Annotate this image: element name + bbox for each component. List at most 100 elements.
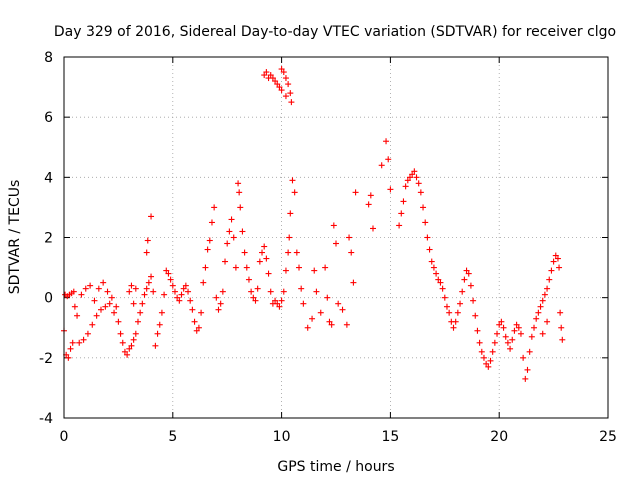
data-point [204,246,211,253]
data-point [154,330,161,337]
data-point [191,318,198,325]
data-point [343,321,350,328]
data-point [335,300,342,307]
data-point [280,69,287,76]
data-point [367,192,374,199]
data-point [278,87,285,94]
data-point [304,324,311,331]
data-point [420,204,427,211]
grid [64,57,608,418]
x-tick-label: 10 [273,429,291,445]
data-point [222,258,229,265]
data-point [346,234,353,241]
data-point [474,327,481,334]
y-axis-title: SDTVAR / TECUs [7,180,23,295]
data-point [300,300,307,307]
data-point [211,204,218,211]
data-point [526,348,533,355]
data-point [213,294,220,301]
data-point [520,354,527,361]
data-point [417,189,424,196]
data-point [317,309,324,316]
data-point [193,327,200,334]
y-tick-label: 0 [44,291,53,307]
data-point [528,333,535,340]
data-point [161,291,168,298]
data-point [531,324,538,331]
data-point [152,342,159,349]
y-tick-label: 2 [44,231,53,247]
data-point [97,306,104,313]
data-point [535,309,542,316]
data-point [104,288,111,295]
data-point [113,303,120,310]
data-point [450,324,457,331]
data-point [185,288,192,295]
data-point [515,324,522,331]
data-point [422,219,429,226]
data-point [126,288,133,295]
y-tick-label: 4 [44,170,53,186]
data-point [111,309,118,316]
data-point [424,234,431,241]
data-point [309,315,316,322]
data-point [461,276,468,283]
data-point [144,237,151,244]
data-point [485,363,492,370]
data-point [178,291,185,298]
data-point [400,198,407,205]
data-point [236,189,243,196]
data-point [128,342,135,349]
data-point [289,177,296,184]
data-point [269,75,276,82]
data-point [467,282,474,289]
data-point [215,306,222,313]
data-point [533,315,540,322]
data-point [163,267,170,274]
data-point [452,318,459,325]
data-point [115,318,122,325]
data-point [195,324,202,331]
data-point [500,324,507,331]
data-point [457,300,464,307]
data-points [61,66,566,382]
data-point [139,300,146,307]
x-tick-label: 5 [168,429,177,445]
data-point [280,288,287,295]
data-point [286,234,293,241]
data-point [324,294,331,301]
data-point [274,300,281,307]
data-point [148,213,155,220]
data-point [150,288,157,295]
data-point [84,330,91,337]
data-point [504,339,511,346]
data-point [483,360,490,367]
data-point [124,351,131,358]
data-point [100,279,107,286]
data-point [76,339,83,346]
y-tick-label: -2 [39,351,53,367]
data-point [439,285,446,292]
x-tick-labels: 0 5 10 15 20 25 [60,429,617,445]
x-tick-label: 20 [490,429,508,445]
data-point [326,318,333,325]
data-point [70,288,77,295]
data-point [383,138,390,145]
data-point [282,267,289,274]
data-point [330,222,337,229]
data-point [224,240,231,247]
data-point [282,93,289,100]
data-point [291,189,298,196]
data-point [465,270,472,277]
data-point [398,210,405,217]
data-point [352,189,359,196]
data-point [287,210,294,217]
data-point [208,219,215,226]
data-point [228,216,235,223]
data-point [276,303,283,310]
data-point [180,285,187,292]
data-point [478,348,485,355]
data-point [241,249,248,256]
data-point [82,285,89,292]
data-point [198,309,205,316]
